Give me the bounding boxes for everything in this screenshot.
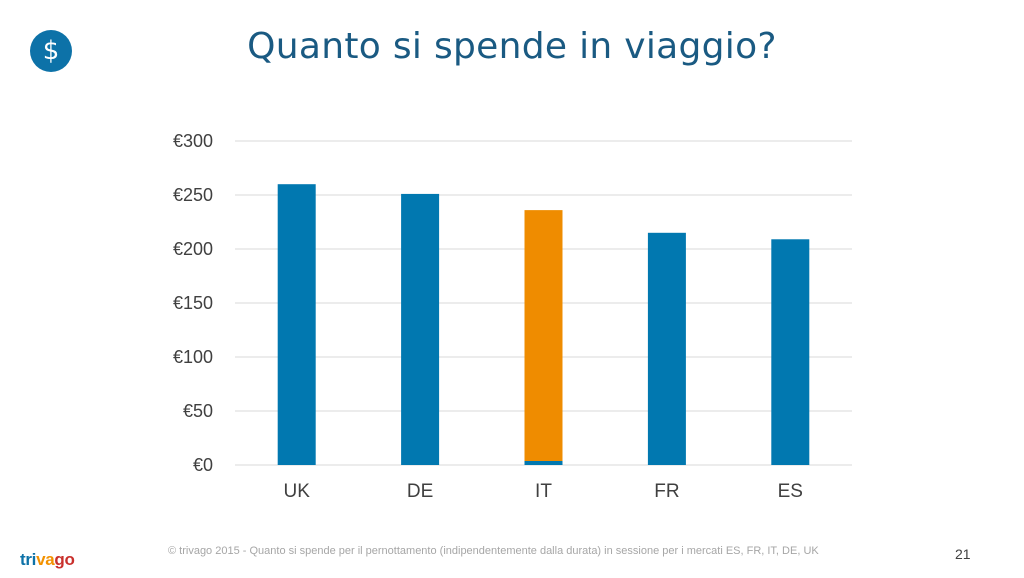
y-tick-label: €50 [183, 401, 213, 421]
y-tick-label: €0 [193, 455, 213, 475]
x-axis-categories: UK DE IT FR ES [283, 481, 802, 502]
y-tick-label: €100 [173, 347, 213, 367]
bars [277, 184, 810, 466]
x-tick-label: FR [654, 481, 679, 502]
y-tick-label: €250 [173, 185, 213, 205]
x-tick-label: ES [778, 481, 803, 502]
page-title: Quanto si spende in viaggio? [247, 26, 777, 67]
trivago-logo: trivago [20, 550, 75, 570]
bar-fr [647, 232, 686, 465]
logo-part-2: va [36, 550, 55, 569]
y-tick-label: €150 [173, 293, 213, 313]
y-tick-label: €200 [173, 239, 213, 259]
logo-part-3: go [54, 550, 75, 569]
bar-uk [277, 184, 316, 465]
footer-note: © trivago 2015 - Quanto si spende per il… [168, 545, 819, 557]
x-tick-label: IT [535, 481, 552, 502]
logo-part-1: tri [20, 550, 37, 569]
bar-de [401, 193, 440, 466]
y-tick-label: €300 [173, 131, 213, 151]
dollar-icon: $ [30, 30, 72, 72]
bar-es [771, 239, 810, 465]
x-tick-label: DE [407, 481, 433, 502]
y-axis-ticks: €0 €50 €100 €150 €200 €250 €300 [173, 131, 213, 475]
bar-it [524, 210, 563, 465]
x-tick-label: UK [283, 481, 310, 502]
bar-base-it [524, 461, 563, 465]
dollar-glyph: $ [42, 36, 60, 66]
page-number: 21 [955, 546, 971, 562]
